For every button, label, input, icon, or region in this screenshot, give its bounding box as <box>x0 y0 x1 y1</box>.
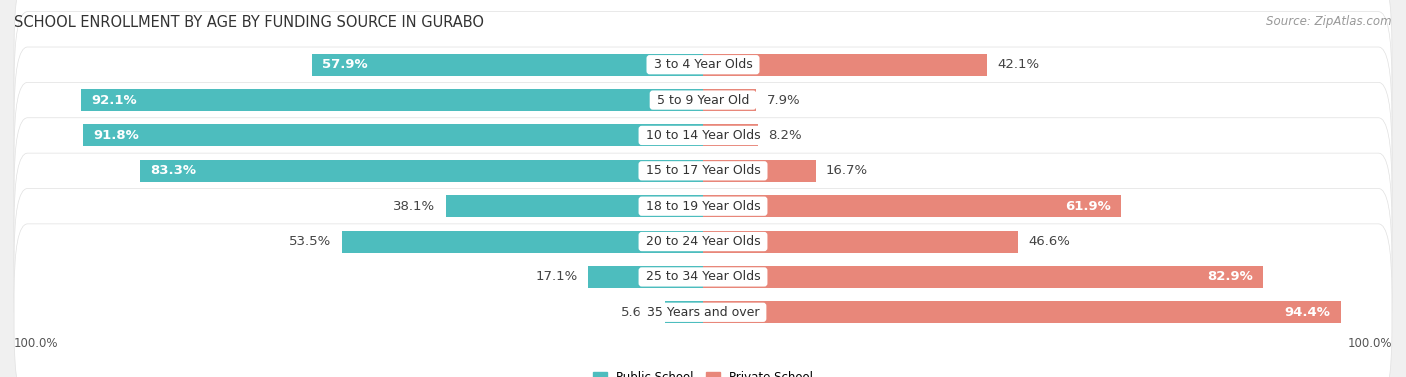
Text: 18 to 19 Year Olds: 18 to 19 Year Olds <box>641 200 765 213</box>
FancyBboxPatch shape <box>14 12 1392 188</box>
Bar <box>703 160 815 182</box>
Text: 16.7%: 16.7% <box>825 164 868 177</box>
Text: 7.9%: 7.9% <box>766 93 800 107</box>
Text: 53.5%: 53.5% <box>290 235 332 248</box>
Bar <box>703 266 1263 288</box>
Text: 100.0%: 100.0% <box>14 337 59 350</box>
Text: 46.6%: 46.6% <box>1028 235 1070 248</box>
Text: 82.9%: 82.9% <box>1208 270 1253 284</box>
Bar <box>703 231 1018 253</box>
Text: 17.1%: 17.1% <box>536 270 578 284</box>
Bar <box>703 301 1340 323</box>
Bar <box>312 54 703 76</box>
FancyBboxPatch shape <box>14 153 1392 330</box>
Text: 3 to 4 Year Olds: 3 to 4 Year Olds <box>650 58 756 71</box>
Bar <box>83 124 703 146</box>
Text: 20 to 24 Year Olds: 20 to 24 Year Olds <box>641 235 765 248</box>
FancyBboxPatch shape <box>14 224 1392 377</box>
FancyBboxPatch shape <box>14 0 1392 153</box>
FancyBboxPatch shape <box>14 83 1392 259</box>
Text: 8.2%: 8.2% <box>769 129 803 142</box>
Text: 25 to 34 Year Olds: 25 to 34 Year Olds <box>641 270 765 284</box>
Text: 57.9%: 57.9% <box>322 58 368 71</box>
Bar <box>446 195 703 217</box>
Text: 61.9%: 61.9% <box>1066 200 1111 213</box>
Bar <box>703 195 1121 217</box>
Bar <box>703 54 987 76</box>
Text: 100.0%: 100.0% <box>1347 337 1392 350</box>
Bar <box>703 124 758 146</box>
Bar <box>342 231 703 253</box>
Text: 35 Years and over: 35 Years and over <box>643 306 763 319</box>
Bar <box>665 301 703 323</box>
FancyBboxPatch shape <box>14 47 1392 224</box>
FancyBboxPatch shape <box>14 188 1392 365</box>
Text: Source: ZipAtlas.com: Source: ZipAtlas.com <box>1267 15 1392 28</box>
FancyBboxPatch shape <box>14 118 1392 294</box>
Text: 42.1%: 42.1% <box>997 58 1039 71</box>
Text: 83.3%: 83.3% <box>150 164 197 177</box>
Legend: Public School, Private School: Public School, Private School <box>588 366 818 377</box>
Bar <box>703 89 756 111</box>
Text: 38.1%: 38.1% <box>394 200 436 213</box>
Text: 5.6%: 5.6% <box>621 306 655 319</box>
Text: 15 to 17 Year Olds: 15 to 17 Year Olds <box>641 164 765 177</box>
Bar <box>588 266 703 288</box>
Text: 5 to 9 Year Old: 5 to 9 Year Old <box>652 93 754 107</box>
Text: 91.8%: 91.8% <box>93 129 139 142</box>
Text: 92.1%: 92.1% <box>91 93 136 107</box>
Bar <box>82 89 703 111</box>
Text: 94.4%: 94.4% <box>1285 306 1330 319</box>
Text: SCHOOL ENROLLMENT BY AGE BY FUNDING SOURCE IN GURABO: SCHOOL ENROLLMENT BY AGE BY FUNDING SOUR… <box>14 15 484 30</box>
Bar <box>141 160 703 182</box>
Text: 10 to 14 Year Olds: 10 to 14 Year Olds <box>641 129 765 142</box>
